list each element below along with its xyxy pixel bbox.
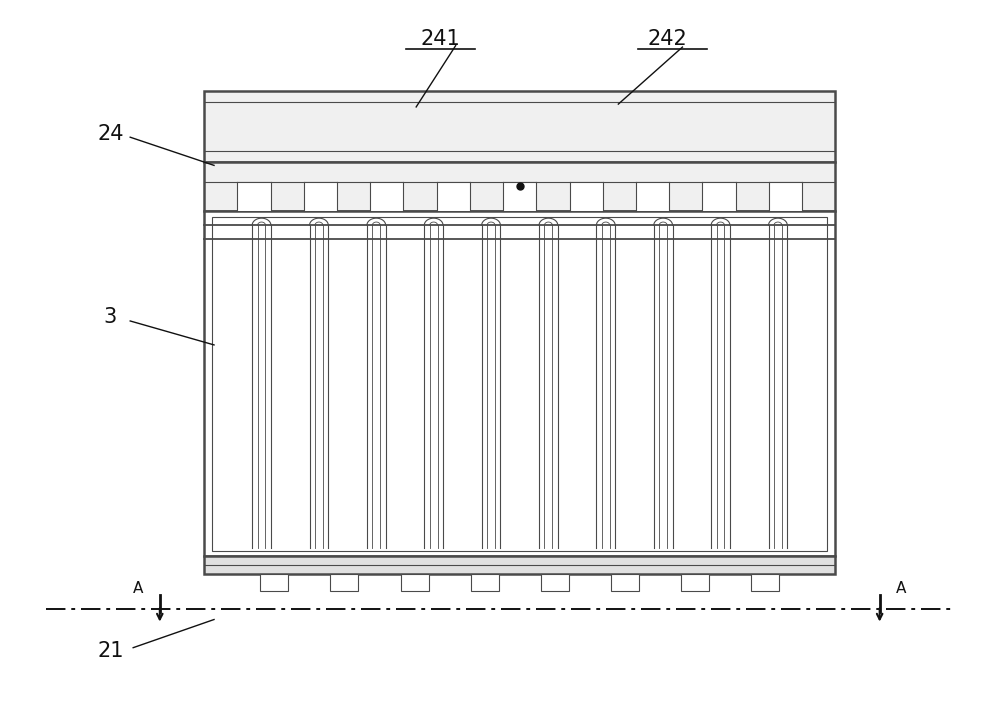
Bar <box>702 182 736 211</box>
Bar <box>541 574 569 592</box>
Bar <box>401 574 429 592</box>
Text: 21: 21 <box>97 641 124 661</box>
Bar <box>260 574 288 592</box>
Bar <box>370 182 403 211</box>
Bar <box>570 182 603 211</box>
Text: A: A <box>133 582 143 596</box>
Bar <box>471 574 499 592</box>
Bar <box>204 556 835 574</box>
Bar <box>636 182 669 211</box>
Bar <box>437 182 470 211</box>
Bar <box>204 91 835 162</box>
Bar <box>237 182 271 211</box>
Text: 241: 241 <box>421 29 461 49</box>
Bar <box>204 162 835 211</box>
Bar <box>204 211 835 556</box>
Bar <box>212 217 827 551</box>
Bar <box>769 182 802 211</box>
Bar <box>751 574 779 592</box>
Text: 24: 24 <box>97 123 124 144</box>
Text: A: A <box>896 582 907 596</box>
Bar <box>611 574 639 592</box>
Text: 242: 242 <box>648 29 688 49</box>
Text: 3: 3 <box>104 307 117 327</box>
Bar <box>681 574 709 592</box>
Bar <box>330 574 358 592</box>
Bar <box>304 182 337 211</box>
Bar <box>503 182 536 211</box>
